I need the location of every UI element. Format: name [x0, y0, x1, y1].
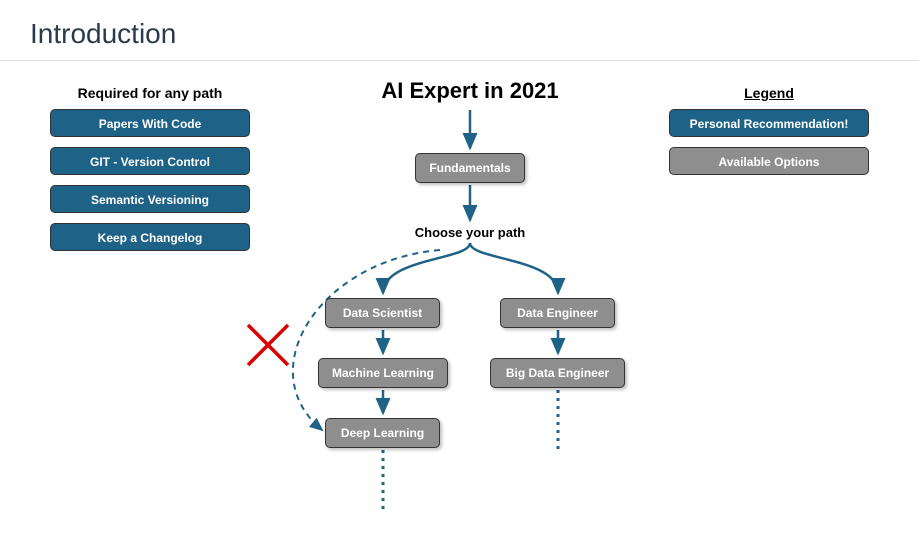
required-item-2[interactable]: Semantic Versioning — [50, 185, 250, 213]
node-deep-learning[interactable]: Deep Learning — [325, 418, 440, 448]
node-data-engineer[interactable]: Data Engineer — [500, 298, 615, 328]
cross-icon — [248, 325, 288, 365]
node-data-scientist[interactable]: Data Scientist — [325, 298, 440, 328]
legend-heading: Legend — [659, 85, 879, 101]
required-item-1[interactable]: GIT - Version Control — [50, 147, 250, 175]
diagram-center: AI Expert in 2021 — [300, 78, 640, 104]
required-heading: Required for any path — [40, 85, 260, 101]
choose-path-label: Choose your path — [410, 225, 530, 240]
required-item-3[interactable]: Keep a Changelog — [50, 223, 250, 251]
node-machine-learning[interactable]: Machine Learning — [318, 358, 448, 388]
legend-item-recommendation: Personal Recommendation! — [669, 109, 869, 137]
required-panel: Required for any path Papers With Code G… — [40, 85, 260, 261]
required-item-0[interactable]: Papers With Code — [50, 109, 250, 137]
legend-item-available: Available Options — [669, 147, 869, 175]
node-fundamentals[interactable]: Fundamentals — [415, 153, 525, 183]
legend-panel: Legend Personal Recommendation! Availabl… — [659, 85, 879, 185]
node-big-data-engineer[interactable]: Big Data Engineer — [490, 358, 625, 388]
diagram-main-title: AI Expert in 2021 — [300, 78, 640, 104]
page-title: Introduction — [0, 0, 919, 61]
